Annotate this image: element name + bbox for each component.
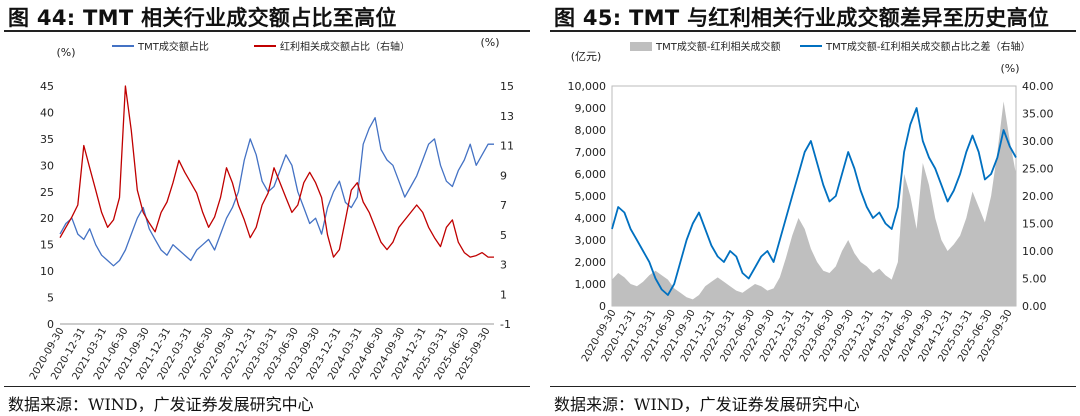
- y-left-tick-label: 5: [47, 292, 54, 305]
- y-left-tick-label: 1,000: [575, 278, 607, 291]
- y-left-tick-label: 30: [40, 159, 54, 172]
- y-left-tick-label: 0: [47, 318, 54, 331]
- y-right-tick-label: 3: [500, 259, 507, 272]
- legend-label: TMT成交额占比: [137, 40, 209, 53]
- y-left-unit: (%): [56, 46, 75, 59]
- chart-45: 0 1,000 2,000 3,000 4,000 5,000 6,000 7,000 8,00…: [568, 40, 1054, 364]
- y-left-tick-label: 7,000: [575, 146, 607, 159]
- y-right-tick-label: 20.00: [1022, 190, 1054, 203]
- y-right-tick-label: 5.00: [1022, 273, 1047, 286]
- y-left-tick-label: 45: [40, 80, 54, 93]
- y-left-tick-label: 6,000: [575, 168, 607, 181]
- y-right-tick-label: 30.00: [1022, 135, 1054, 148]
- y-right-tick-label: 13: [500, 110, 514, 123]
- y-left-tick-label: 0: [599, 300, 606, 313]
- legend-label: TMT成交额-红利相关成交额占比之差（右轴）: [825, 40, 1030, 53]
- y-right-tick-label: -1: [500, 318, 511, 331]
- y-left-tick-label: 2,000: [575, 256, 607, 269]
- y-right-tick-label: 11: [500, 140, 514, 153]
- y-left-tick-label: 10,000: [568, 80, 607, 93]
- title-rule: [550, 30, 1076, 32]
- chart-title: 图 45: TMT 与红利相关行业成交额差异至历史高位: [554, 6, 1050, 30]
- y-right-tick-label: 7: [500, 199, 507, 212]
- source-note: 数据来源：WIND，广发证券发展研究中心: [8, 395, 314, 414]
- y-left-tick-label: 9,000: [575, 102, 607, 115]
- legend-label: TMT成交额-红利相关成交额: [655, 40, 780, 53]
- y-right-unit: (%): [1000, 62, 1019, 75]
- series-line-2: [59, 85, 494, 258]
- chart-panel-44: 图 44: TMT 相关行业成交额占比至高位 0 5 10 15 20 25 30 35 40 4…: [4, 0, 534, 416]
- chart-panel-45: 图 45: TMT 与红利相关行业成交额差异至历史高位 0 1,000 2,000 3…: [550, 0, 1080, 416]
- footer-rule: [4, 386, 530, 387]
- y-left-tick-label: 25: [40, 186, 54, 199]
- y-right-tick-label: 15: [500, 80, 514, 93]
- y-left-tick-label: 4,000: [575, 212, 607, 225]
- y-left-tick-label: 40: [40, 106, 54, 119]
- y-right-tick-label: 15.00: [1022, 218, 1054, 231]
- legend-swatch: [630, 42, 652, 51]
- y-left-tick-label: 5,000: [575, 190, 607, 203]
- y-right-tick-label: 10.00: [1022, 245, 1054, 258]
- series-line-1: [59, 117, 494, 267]
- y-left-tick-label: 20: [40, 212, 54, 225]
- chart-title: 图 44: TMT 相关行业成交额占比至高位: [8, 6, 397, 30]
- y-left-tick-label: 3,000: [575, 234, 607, 247]
- y-right-tick-label: 9: [500, 169, 507, 182]
- y-left-tick-label: 8,000: [575, 124, 607, 137]
- footer-rule: [550, 386, 1076, 387]
- y-right-tick-label: 1: [500, 288, 507, 301]
- y-left-tick-label: 35: [40, 133, 54, 146]
- y-right-unit: (%): [480, 36, 499, 49]
- legend-label: 红利相关成交额占比（右轴）: [280, 40, 410, 53]
- y-right-tick-label: 0.00: [1022, 300, 1047, 313]
- series-area-1: [612, 101, 1016, 307]
- chart-44: 051015202530354045-113579111315(%)(%)202…: [28, 36, 514, 382]
- y-left-unit: (亿元): [571, 50, 602, 63]
- y-right-tick-label: 5: [500, 229, 507, 242]
- y-left-tick-label: 10: [40, 265, 54, 278]
- y-right-tick-label: 40.00: [1022, 80, 1054, 93]
- series-line-2: [611, 107, 1017, 296]
- source-note: 数据来源：WIND，广发证券发展研究中心: [554, 395, 860, 414]
- y-right-tick-label: 25.00: [1022, 163, 1054, 176]
- y-left-tick-label: 15: [40, 239, 54, 252]
- y-right-tick-label: 35.00: [1022, 108, 1054, 121]
- title-rule: [4, 30, 530, 32]
